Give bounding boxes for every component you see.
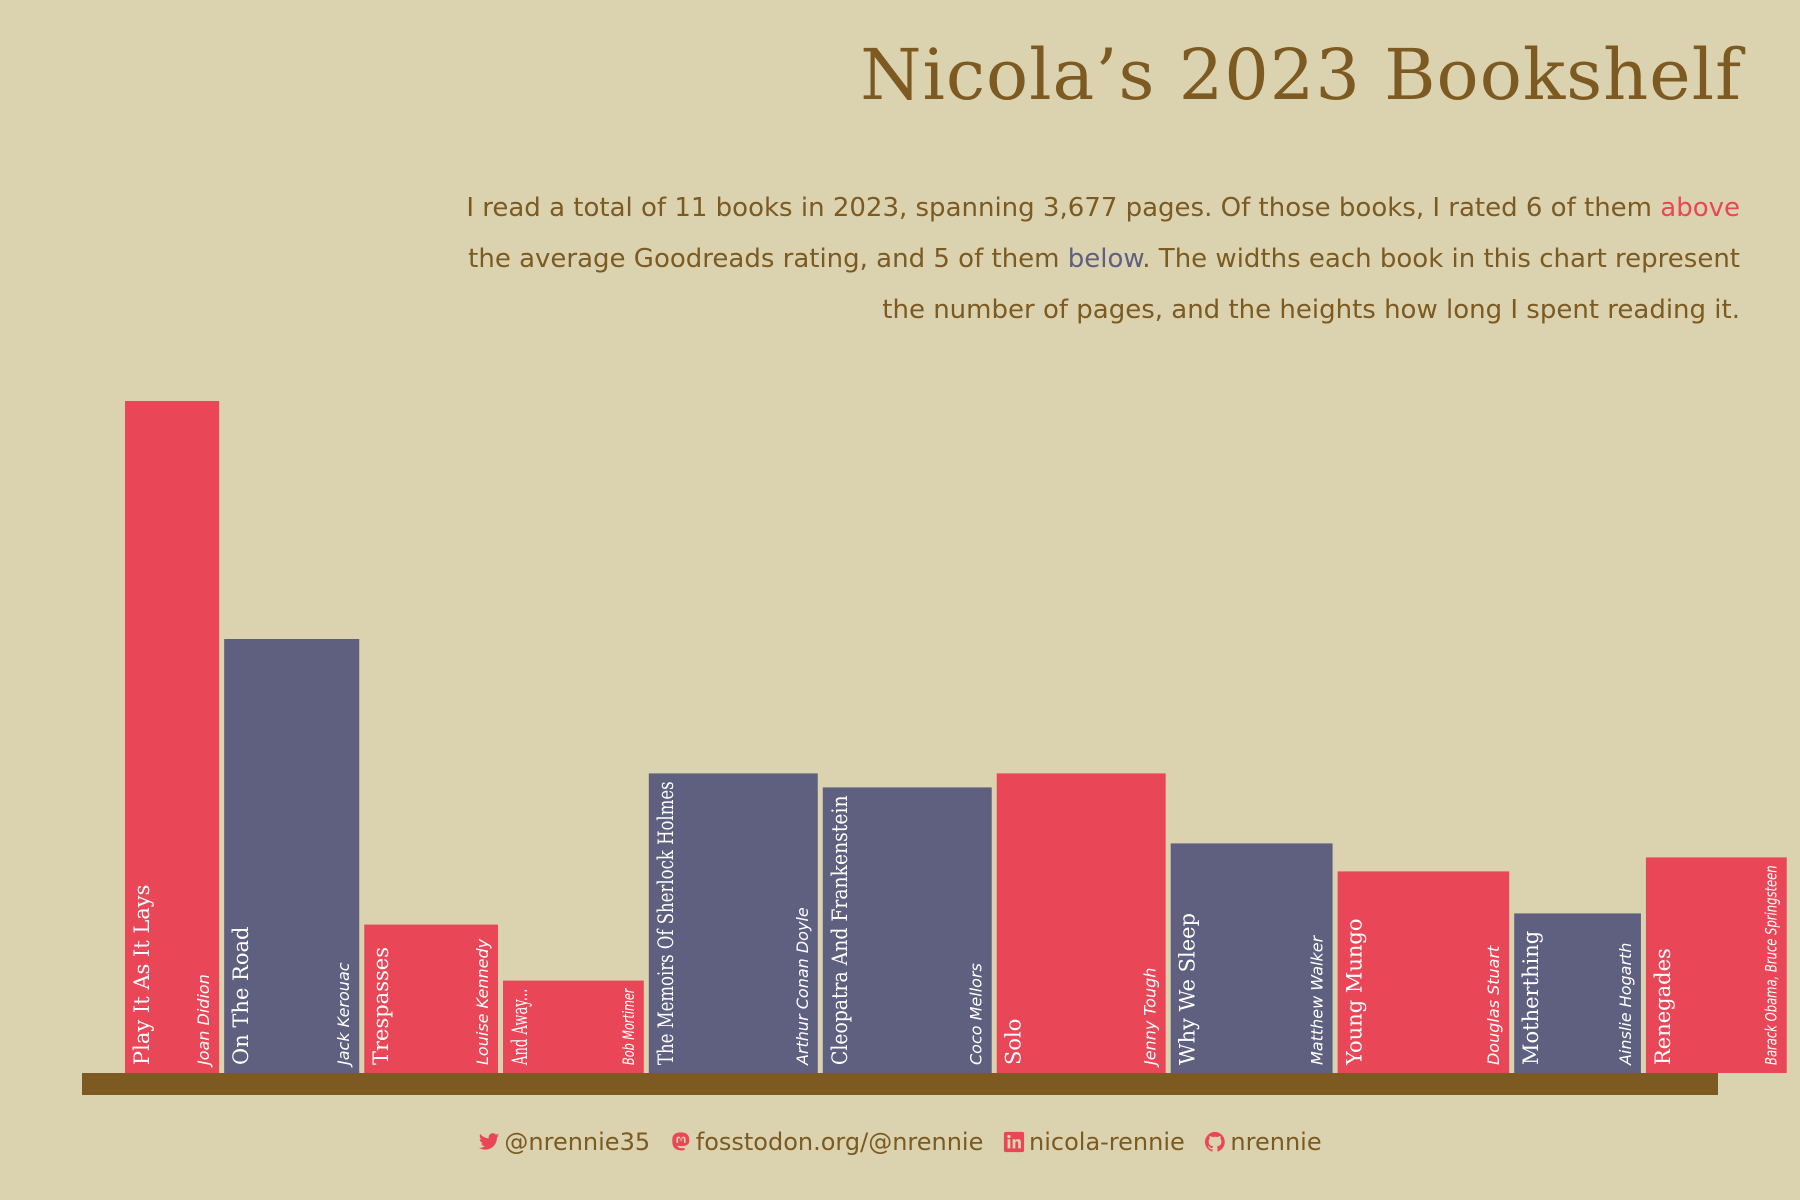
- book-author: Douglas Stuart: [1484, 945, 1503, 1065]
- book-title: Young Mungo: [1343, 919, 1367, 1067]
- subtitle-part1: I read a total of 11 books in 2023, span…: [466, 193, 1661, 223]
- twitter-handle[interactable]: @nrennie35: [478, 1128, 657, 1156]
- book-5: The Memoirs Of Sherlock Holmes Arthur Con…: [648, 773, 818, 1073]
- github-icon: [1205, 1131, 1226, 1152]
- book-author: Louise Kennedy: [473, 938, 492, 1065]
- mastodon-icon: [672, 1132, 689, 1151]
- book-bar: [822, 787, 992, 1073]
- subtitle-part2: the average Goodreads rating, and 5 of t…: [468, 244, 1068, 274]
- linkedin-label: nicola-rennie: [1029, 1128, 1185, 1156]
- book-author: Matthew Walker: [1308, 934, 1327, 1065]
- book-4: And Away... Bob Mortimer: [503, 980, 644, 1073]
- linkedin-icon: [1003, 1131, 1025, 1153]
- mastodon-label: fosstodon.org/@nrennie: [695, 1128, 984, 1156]
- book-bar: [648, 773, 818, 1073]
- twitter-label: @nrennie35: [504, 1128, 651, 1156]
- book-title: Solo: [1002, 1019, 1026, 1065]
- book-title: Play It As It Lays: [130, 885, 154, 1065]
- book-11: Renegades Barack Obama, Bruce Springsteen: [1645, 857, 1787, 1073]
- subtitle-part3: . The widths each book in this chart rep…: [882, 244, 1740, 325]
- book-title: Trespasses: [369, 947, 393, 1065]
- book-title: On The Road: [229, 927, 253, 1065]
- book-title: And Away...: [508, 989, 532, 1066]
- book-10: Motherthing Ainslie Hogarth: [1514, 913, 1641, 1073]
- book-title: Renegades: [1651, 948, 1675, 1065]
- book-title: The Memoirs Of Sherlock Holmes: [654, 781, 678, 1065]
- book-bars: Play It As It Lays Joan Didion On The Road…: [125, 401, 1787, 1073]
- book-1: Play It As It Lays Joan Didion: [125, 401, 220, 1073]
- shelf-bar: [82, 1073, 1718, 1095]
- book-author: Jenny Tough: [1141, 968, 1160, 1068]
- chart-subtitle: I read a total of 11 books in 2023, span…: [420, 183, 1740, 336]
- book-author: Joan Didion: [194, 974, 213, 1068]
- book-title: Motherthing: [1519, 931, 1543, 1065]
- mastodon-handle[interactable]: fosstodon.org/@nrennie: [670, 1128, 991, 1156]
- book-bar: [503, 980, 644, 1073]
- book-bar: [1170, 843, 1333, 1073]
- book-author: Ainslie Hogarth: [1616, 943, 1635, 1066]
- social-footer: @nrennie35 fosstodon.org/@nrennie nicola…: [0, 1128, 1800, 1156]
- book-bar: [125, 401, 220, 1073]
- twitter-icon: [479, 1133, 500, 1150]
- chart-title: Nicola’s 2023 Bookshelf: [860, 34, 1742, 116]
- book-bar: [224, 639, 360, 1073]
- book-author: Coco Mellors: [967, 963, 986, 1065]
- book-3: Trespasses Louise Kennedy: [364, 924, 498, 1073]
- book-6: Cleopatra And Frankenstein Coco Mellors: [822, 787, 992, 1073]
- github-label: nrennie: [1230, 1128, 1322, 1156]
- book-bar: [1337, 871, 1510, 1073]
- subtitle-below: below: [1067, 244, 1143, 274]
- book-8: Why We Sleep Matthew Walker: [1170, 843, 1333, 1073]
- book-author: Jack Kerouac: [334, 962, 353, 1068]
- book-7: Solo Jenny Tough: [996, 773, 1166, 1073]
- book-title: Why We Sleep: [1176, 913, 1200, 1065]
- github-handle[interactable]: nrennie: [1204, 1128, 1322, 1156]
- book-bar: [996, 773, 1166, 1073]
- book-bar: [364, 924, 498, 1073]
- book-bar: [1645, 857, 1787, 1073]
- book-author: Barack Obama, Bruce Springsteen: [1762, 865, 1781, 1065]
- subtitle-above: above: [1660, 193, 1740, 223]
- book-bar: [1514, 913, 1641, 1073]
- book-9: Young Mungo Douglas Stuart: [1337, 871, 1510, 1073]
- book-author: Arthur Conan Doyle: [793, 907, 812, 1066]
- linkedin-handle[interactable]: nicola-rennie: [1003, 1128, 1192, 1156]
- book-title: Cleopatra And Frankenstein: [828, 795, 852, 1065]
- book-author: Bob Mortimer: [619, 988, 638, 1065]
- book-2: On The Road Jack Kerouac: [224, 639, 360, 1073]
